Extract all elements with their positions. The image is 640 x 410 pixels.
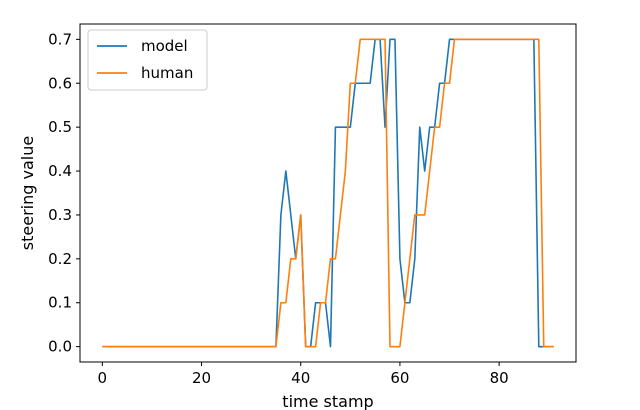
x-tick-label: 0 <box>98 369 108 387</box>
legend-label-human: human <box>141 64 193 82</box>
x-tick-label: 40 <box>291 369 310 387</box>
series-line-human <box>102 38 554 348</box>
x-axis-ticks: 0 20 40 60 80 <box>98 362 509 387</box>
y-axis-label: steering value <box>18 136 37 250</box>
x-tick-label: 20 <box>192 369 211 387</box>
y-tick-label: 0.2 <box>48 250 72 268</box>
x-tick-label: 60 <box>390 369 409 387</box>
legend-box <box>87 29 208 91</box>
plot-lines <box>102 38 554 348</box>
x-axis-label: time stamp <box>282 392 373 410</box>
y-tick-label: 0.6 <box>48 74 72 92</box>
y-tick-label: 0.5 <box>48 118 72 136</box>
y-axis-ticks: 0.0 0.1 0.2 0.3 0.4 0.5 0.6 0.7 <box>48 30 80 356</box>
y-tick-label: 0.1 <box>48 294 72 312</box>
x-tick-label: 80 <box>490 369 509 387</box>
y-tick-label: 0.3 <box>48 206 72 224</box>
y-tick-label: 0.4 <box>48 162 72 180</box>
y-tick-label: 0.7 <box>48 30 72 48</box>
y-tick-label: 0.0 <box>48 338 72 356</box>
legend-label-model: model <box>141 37 188 55</box>
plot-frame <box>79 23 577 363</box>
legend: model human <box>87 29 208 91</box>
